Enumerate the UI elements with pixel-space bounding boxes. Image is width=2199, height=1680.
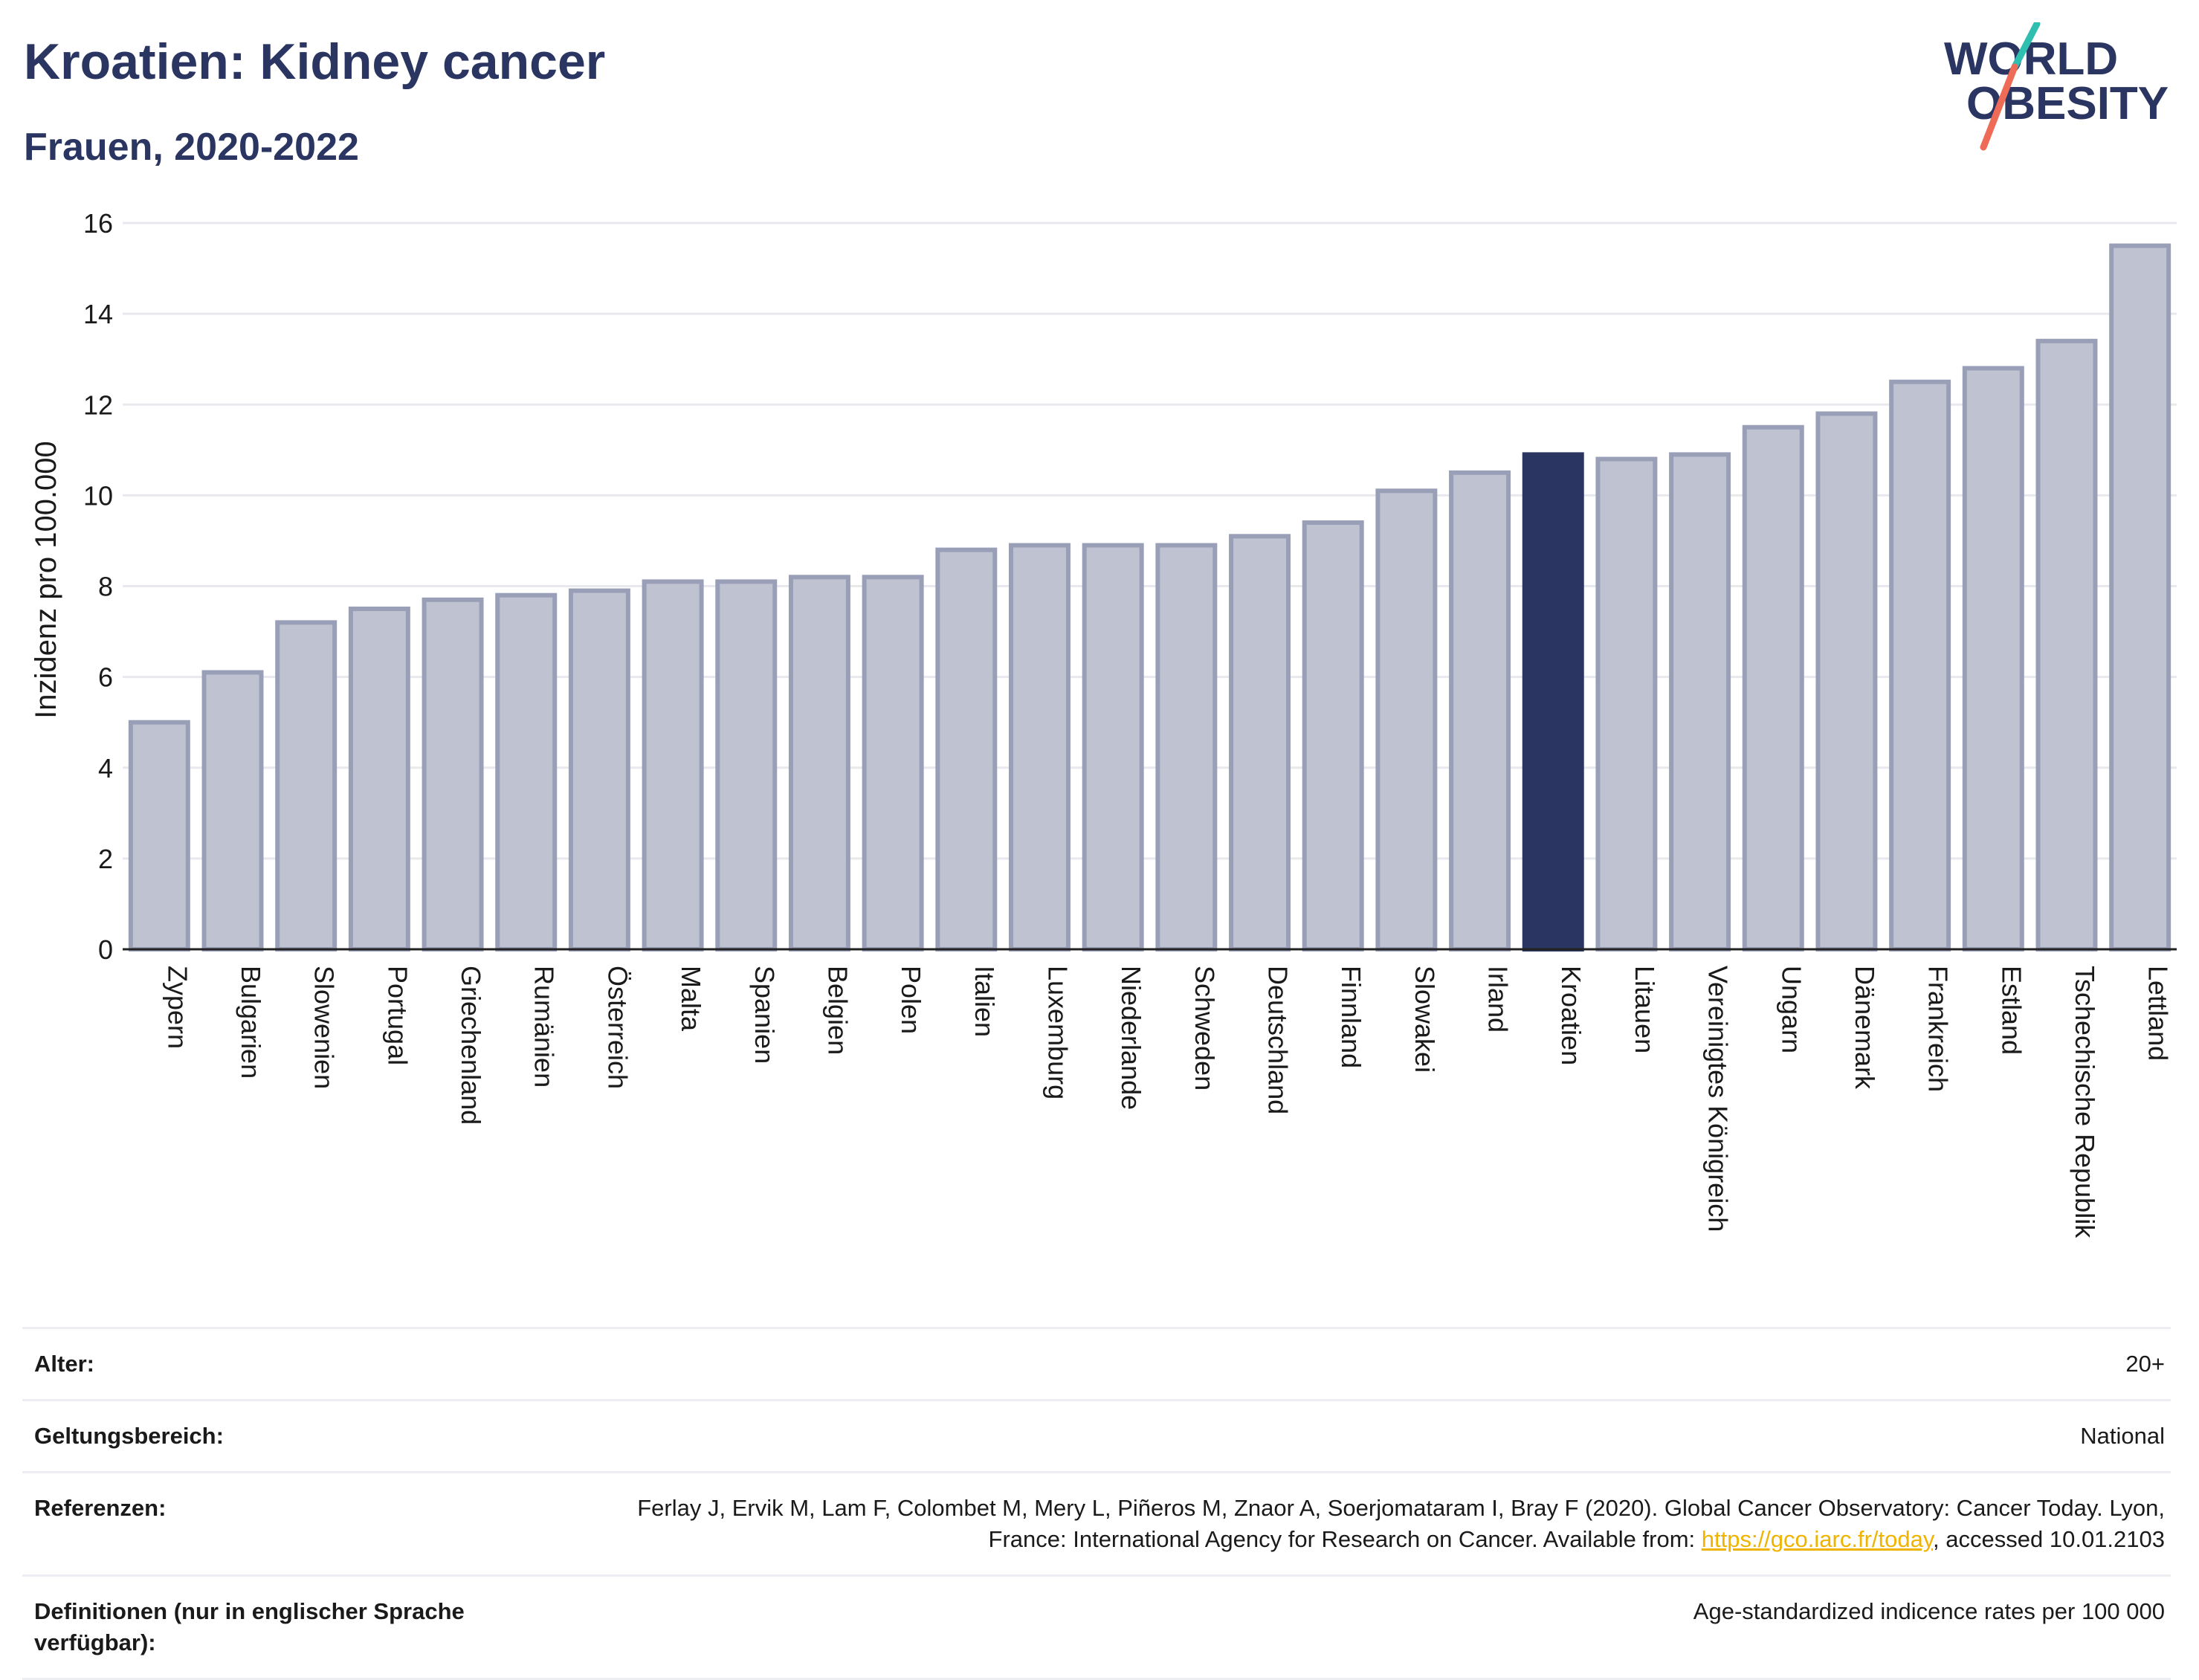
y-tick-label: 0 <box>98 934 113 965</box>
bar-spanien <box>715 579 778 952</box>
y-tick-label: 2 <box>98 844 113 874</box>
chart-subtitle: Frauen, 2020-2022 <box>24 126 359 169</box>
bar-lettland <box>2109 243 2171 952</box>
bar-bulgarien <box>201 670 264 952</box>
y-tick-label: 14 <box>83 299 113 329</box>
x-tick-label: Bulgarien <box>236 966 266 1079</box>
scope-value: National <box>575 1399 2171 1473</box>
meta-row-age: Alter: 20+ <box>22 1327 2171 1400</box>
x-tick-label: Finnland <box>1336 966 1366 1068</box>
bar-tschechische-republik <box>2035 338 2098 952</box>
bar-vereinigtes-königreich <box>1669 452 1731 952</box>
x-tick-labels: Zypern Bulgarien Slowenien Portugal Griechen… <box>162 966 2173 1238</box>
bar-polen <box>862 575 924 952</box>
logo-slash-bottom <box>1980 63 2018 151</box>
x-tick-label: Spanien <box>749 966 780 1064</box>
bar-deutschland <box>1229 534 1291 952</box>
meta-row-references: Referenzen: Ferlay J, Ervik M, Lam F, Co… <box>22 1471 2171 1576</box>
references-label: Referenzen: <box>22 1471 575 1576</box>
bar-schweden <box>1155 543 1218 952</box>
x-tick-label: Griechenland <box>456 966 486 1125</box>
meta-row-scope: Geltungsbereich: National <box>22 1399 2171 1473</box>
x-tick-label: Belgien <box>822 966 853 1055</box>
x-tick-label: Österreich <box>602 966 633 1089</box>
x-tick-label: Italien <box>969 966 1000 1037</box>
bar-estland <box>1962 366 2024 952</box>
x-tick-label: Ungarn <box>1776 966 1806 1053</box>
x-tick-label: Lettland <box>2143 966 2174 1061</box>
y-tick-label: 4 <box>98 753 113 784</box>
bar-portugal <box>348 607 410 952</box>
bar-rumänien <box>495 592 558 952</box>
y-tick-label: 8 <box>98 572 113 602</box>
bar-belgien <box>788 575 850 952</box>
x-tick-label: Luxemburg <box>1042 966 1073 1099</box>
x-tick-label: Niederlande <box>1116 966 1146 1110</box>
y-tick-label: 12 <box>83 390 113 420</box>
x-tick-label: Deutschland <box>1263 966 1294 1114</box>
x-tick-label: Portugal <box>382 966 413 1065</box>
y-tick-label: 10 <box>83 480 113 511</box>
x-tick-label: Zypern <box>162 966 193 1049</box>
references-value: Ferlay J, Ervik M, Lam F, Colombet M, Me… <box>575 1471 2171 1576</box>
bar-litauen <box>1595 456 1658 952</box>
bar-kroatien <box>1522 452 1584 952</box>
definitions-value: Age-standardized indicence rates per 100… <box>575 1574 2171 1680</box>
logo-slash-top <box>2011 22 2041 71</box>
bar-irland <box>1449 470 1511 952</box>
x-tick-label: Litauen <box>1630 966 1660 1053</box>
scope-label: Geltungsbereich: <box>22 1399 575 1473</box>
x-tick-label: Frankreich <box>1923 966 1954 1092</box>
y-tick-label: 16 <box>83 208 113 239</box>
bar-malta <box>642 579 704 952</box>
x-tick-label: Kroatien <box>1556 966 1586 1065</box>
bar-finnland <box>1302 520 1364 952</box>
x-tick-label: Rumänien <box>529 966 560 1088</box>
bar-slowakei <box>1375 488 1438 952</box>
x-tick-label: Polen <box>896 966 926 1034</box>
age-label: Alter: <box>22 1327 575 1400</box>
bar-italien <box>935 547 998 952</box>
bars <box>128 243 2171 952</box>
metadata-table: Alter: 20+ Geltungsbereich: National Ref… <box>22 1327 2171 1680</box>
bar-zypern <box>128 720 190 952</box>
x-tick-label: Malta <box>676 966 706 1032</box>
x-tick-label: Slowakei <box>1410 966 1440 1073</box>
bar-österreich <box>568 588 630 952</box>
references-link[interactable]: https://gco.iarc.fr/today <box>1701 1526 1934 1552</box>
world-obesity-logo: WORLD OBESITY <box>1944 22 2169 151</box>
bar-slowenien <box>275 620 338 952</box>
y-axis-label: Inzidenz pro 100.000 <box>30 441 62 719</box>
x-tick-label: Tschechische Republik <box>2070 966 2100 1238</box>
definitions-label: Definitionen (nur in englischer Sprache … <box>22 1574 575 1680</box>
chart-title: Kroatien: Kidney cancer <box>24 33 606 90</box>
y-tick-label: 6 <box>98 662 113 693</box>
x-tick-label: Slowenien <box>309 966 340 1089</box>
x-tick-label: Schweden <box>1189 966 1220 1091</box>
bar-frankreich <box>1889 379 1951 952</box>
x-tick-label: Dänemark <box>1850 966 1880 1090</box>
x-tick-label: Estland <box>1996 966 2027 1055</box>
bar-griechenland <box>422 597 484 952</box>
bar-chart: Inzidenz pro 100.000 0 2 4 6 8 10 12 14 16 Zyper… <box>30 208 2177 1238</box>
references-text-1: Ferlay J, Ervik M, Lam F, Colombet M, Me… <box>637 1495 2165 1552</box>
bar-luxemburg <box>1008 543 1071 952</box>
x-tick-label: Irland <box>1483 966 1514 1033</box>
bar-ungarn <box>1742 424 1804 952</box>
x-tick-label: Vereinigtes Königreich <box>1703 966 1734 1232</box>
age-value: 20+ <box>575 1327 2171 1400</box>
bar-dänemark <box>1815 411 1878 952</box>
bar-niederlande <box>1082 543 1144 952</box>
meta-row-definitions: Definitionen (nur in englischer Sprache … <box>22 1574 2171 1680</box>
references-text-2: , accessed 10.01.2103 <box>1933 1526 2165 1552</box>
